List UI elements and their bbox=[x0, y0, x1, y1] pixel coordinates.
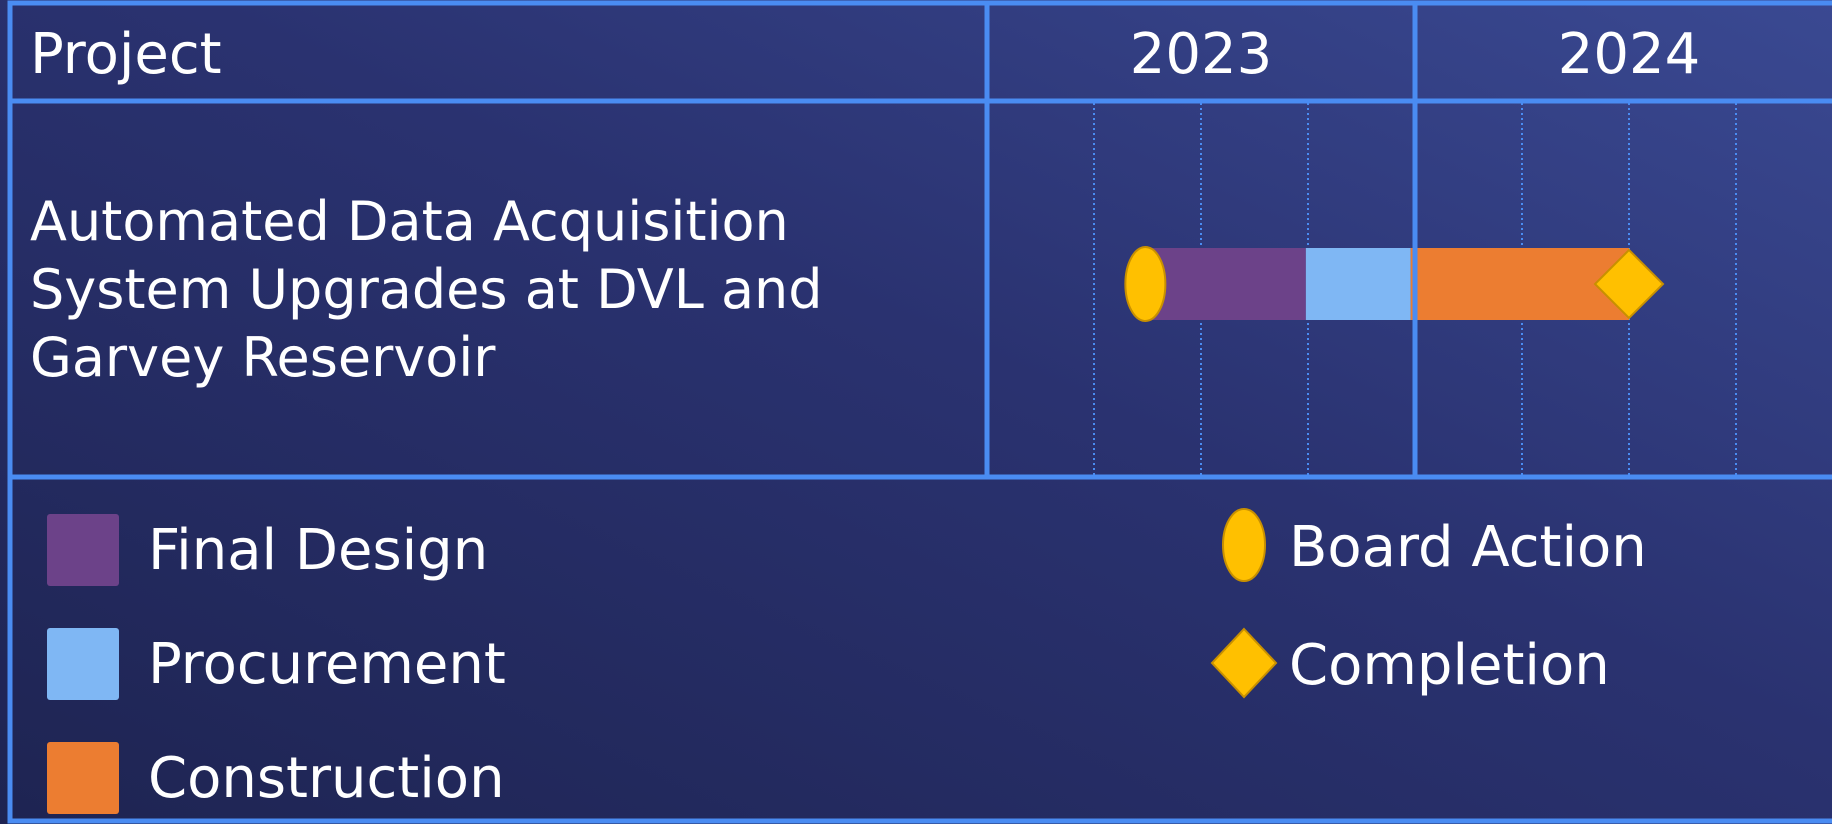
legend-diamond bbox=[1210, 627, 1278, 699]
project-name: System Upgrades at DVL and bbox=[30, 258, 823, 321]
texts: 2023 2024 Automated Data AcquisitionSystem… bbox=[30, 22, 1700, 811]
legend-label: Final Design bbox=[148, 518, 488, 583]
phase-bar bbox=[1145, 248, 1306, 320]
phase-bar bbox=[1305, 248, 1411, 320]
marks bbox=[47, 246, 1665, 814]
year-label: 2023 bbox=[1130, 22, 1273, 87]
project-name: Garvey Reservoir bbox=[30, 326, 496, 389]
table-borders bbox=[7, 0, 1832, 824]
legend-label: Board Action bbox=[1289, 515, 1647, 580]
project-header: Project bbox=[30, 22, 222, 87]
project-name: Automated Data Acquisition bbox=[30, 190, 789, 253]
legend-swatch bbox=[47, 514, 119, 586]
outer-border bbox=[7, 0, 1832, 824]
legend-label: Procurement bbox=[148, 632, 506, 697]
board-action-marker bbox=[1124, 246, 1167, 322]
completion-marker bbox=[1593, 248, 1665, 320]
legend-ellipse bbox=[1222, 508, 1266, 582]
legend-label: Construction bbox=[148, 746, 505, 811]
legend-swatch bbox=[47, 742, 119, 814]
legend-label: Completion bbox=[1289, 633, 1610, 698]
legend-swatch bbox=[47, 628, 119, 700]
year-label: 2024 bbox=[1558, 22, 1701, 87]
phase-bar bbox=[1410, 248, 1629, 320]
